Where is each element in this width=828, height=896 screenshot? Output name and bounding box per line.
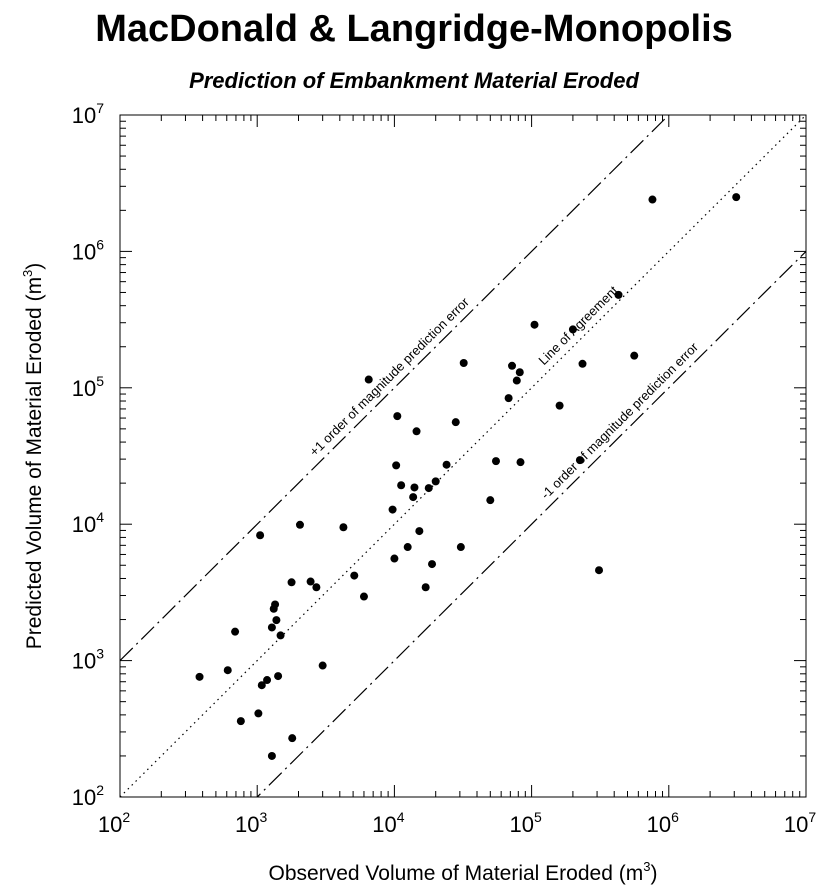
- data-point: [516, 458, 525, 467]
- y-tick-label: 102: [72, 782, 104, 810]
- data-point: [295, 520, 304, 529]
- reference-line-label: +1 order of magnitude prediction error: [306, 294, 472, 459]
- data-point: [223, 666, 232, 675]
- chart-title: MacDonald & Langridge-Monopolis: [95, 8, 733, 50]
- x-tick-label: 103: [235, 809, 267, 837]
- y-axis-label: Predicted Volume of Material Eroded (m3): [20, 263, 46, 650]
- reference-lines: [120, 115, 806, 797]
- x-tick-label: 105: [509, 809, 541, 837]
- plot-frame: [119, 114, 807, 798]
- x-tick-label: 106: [647, 809, 679, 837]
- data-point: [555, 401, 564, 410]
- data-point: [287, 578, 296, 587]
- data-point: [350, 571, 359, 580]
- x-axis-label: Observed Volume of Material Eroded (m3): [269, 859, 658, 885]
- data-point: [415, 527, 424, 536]
- data-point: [231, 627, 240, 636]
- data-point: [732, 193, 741, 202]
- data-point: [318, 661, 327, 670]
- data-point: [256, 531, 265, 540]
- data-point: [276, 631, 285, 640]
- data-point: [339, 523, 348, 532]
- data-point: [392, 461, 401, 470]
- data-point: [267, 623, 276, 632]
- x-tick-label: 102: [98, 809, 130, 837]
- data-point: [614, 290, 623, 299]
- data-point: [195, 672, 204, 681]
- y-tick-label: 103: [72, 646, 104, 674]
- data-point: [512, 376, 521, 385]
- data-point: [515, 368, 524, 377]
- data-point: [648, 195, 657, 204]
- data-point: [288, 734, 297, 743]
- data-point: [530, 320, 539, 329]
- reference-line-label: Line of Agreement: [535, 283, 621, 368]
- data-point: [491, 457, 500, 466]
- data-points: [195, 193, 741, 760]
- data-point: [431, 477, 440, 486]
- data-point: [451, 418, 460, 427]
- data-point: [359, 592, 368, 601]
- data-point: [272, 616, 281, 625]
- data-point: [504, 394, 513, 403]
- data-point: [263, 676, 272, 685]
- data-point: [306, 577, 315, 586]
- reference-line: [120, 115, 806, 797]
- data-point: [456, 543, 465, 552]
- reference-line-label: -1 order of magnitude prediction error: [538, 339, 702, 502]
- data-point: [403, 543, 412, 552]
- data-point: [459, 358, 468, 367]
- data-point: [390, 554, 399, 563]
- data-point: [410, 483, 419, 492]
- reference-line: [120, 115, 670, 662]
- data-point: [257, 681, 266, 690]
- data-point: [397, 481, 406, 490]
- data-point: [254, 709, 263, 718]
- y-tick-label: 107: [72, 100, 104, 128]
- x-tick-labels: 102 103 104 105 106 107: [98, 809, 816, 837]
- data-point: [630, 351, 639, 360]
- data-point: [388, 505, 397, 514]
- minor-ticks: [119, 115, 806, 798]
- y-tick-label: 106: [72, 236, 104, 264]
- x-tick-label: 107: [784, 809, 816, 837]
- data-point: [409, 493, 418, 502]
- data-point: [568, 325, 577, 334]
- y-tick-labels: 102 103 104 105 106 107: [72, 100, 104, 810]
- y-tick-label: 104: [72, 509, 104, 537]
- data-point: [393, 412, 402, 421]
- data-point: [486, 496, 495, 505]
- data-point: [412, 427, 421, 436]
- y-tick-label: 105: [72, 373, 104, 401]
- data-point: [267, 751, 276, 760]
- reference-line: [256, 250, 806, 797]
- data-point: [442, 460, 451, 469]
- data-point: [508, 361, 517, 370]
- data-point: [421, 583, 430, 592]
- data-point: [236, 717, 245, 726]
- data-point: [424, 484, 433, 493]
- data-point: [578, 359, 587, 368]
- data-point: [312, 583, 321, 592]
- data-point: [271, 600, 280, 609]
- data-point: [428, 560, 437, 569]
- reference-line-labels: +1 order of magnitude prediction error Li…: [306, 283, 701, 502]
- data-point: [575, 456, 584, 465]
- data-point: [364, 375, 373, 384]
- chart-subtitle: Prediction of Embankment Material Eroded: [189, 68, 639, 93]
- x-tick-label: 104: [372, 809, 404, 837]
- data-point: [595, 566, 604, 575]
- data-point: [274, 672, 283, 681]
